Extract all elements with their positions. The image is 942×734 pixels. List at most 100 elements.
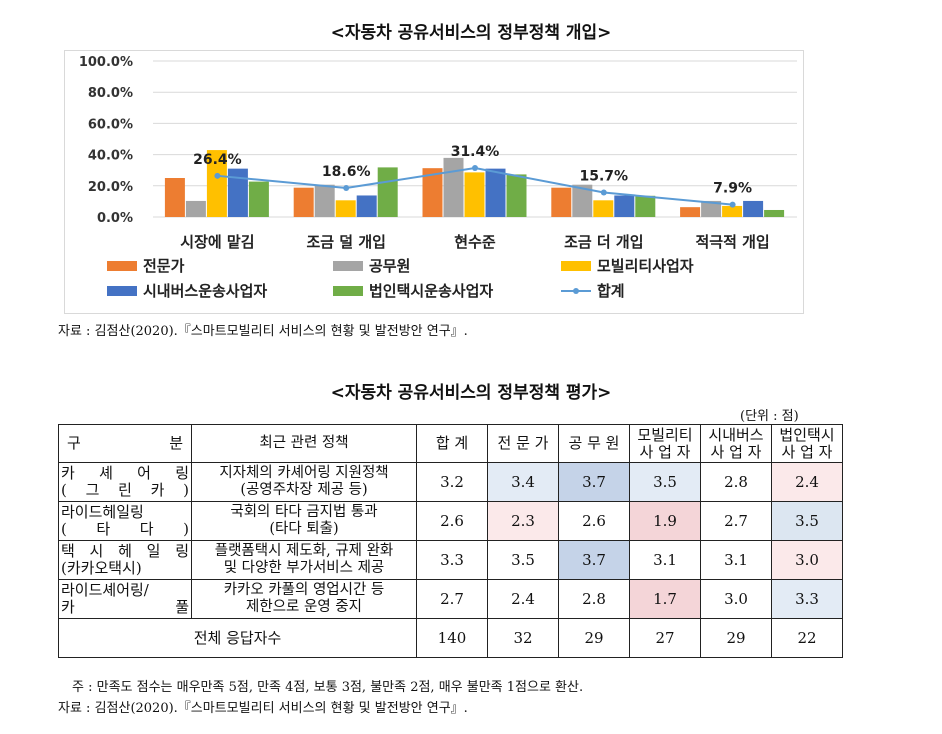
cell-bus: 2.7 xyxy=(700,501,772,541)
row-category: 라이드헤일링 ( 타 다 ) xyxy=(58,501,192,541)
row-category-line2: ( 그 린 카 ) xyxy=(61,481,189,499)
row-category-line2: (카카오택시) xyxy=(61,559,142,577)
y-tick-label: 20.0% xyxy=(88,180,133,195)
bar xyxy=(593,200,614,217)
table-row: 라이드셰어링/ 카 풀 카카오 카풀의 영업시간 등 제한으로 운영 중지 2.… xyxy=(58,579,843,619)
row-policy-line2: 제한으로 운영 중지 xyxy=(246,599,362,615)
bar xyxy=(206,150,227,217)
legend-swatch xyxy=(333,261,363,271)
bar xyxy=(701,200,722,217)
row-category-line1: 카 셰 어 링 xyxy=(61,464,189,482)
bar xyxy=(443,157,464,217)
line-point xyxy=(472,165,478,172)
header-bus-line2: 사 업 자 xyxy=(710,442,762,461)
legend-swatch xyxy=(333,286,363,296)
row-category-line1: 택 시 헤 일 링 xyxy=(61,542,189,560)
cell-bus: 29 xyxy=(700,618,772,658)
data-label: 26.4% xyxy=(193,152,242,168)
row-category-line2: 카 풀 xyxy=(61,598,189,616)
cell-bus: 3.1 xyxy=(700,540,772,580)
y-tick-label: 100.0% xyxy=(79,55,133,70)
x-tick-label: 시장에 맡김 xyxy=(180,233,254,251)
row-policy-line1: 국회의 타다 금지법 통과 xyxy=(230,504,378,520)
cell-mobility: 1.7 xyxy=(629,579,701,619)
cell-taxi: 2.4 xyxy=(771,462,843,502)
row-policy: 지자체의 카셰어링 지원정책 (공영주차장 제공 등) xyxy=(191,462,417,502)
row-category-line1: 라이드헤일링 xyxy=(61,503,144,521)
row-policy: 카카오 카풀의 영업시간 등 제한으로 운영 중지 xyxy=(191,579,417,619)
cell-mobility: 27 xyxy=(629,618,701,658)
cell-expert: 3.4 xyxy=(487,462,559,502)
header-expert: 전 문 가 xyxy=(487,424,559,463)
header-official: 공 무 원 xyxy=(558,424,630,463)
cell-total: 3.3 xyxy=(416,540,488,580)
line-point xyxy=(214,172,221,179)
cell-official: 29 xyxy=(558,618,630,658)
table-row: 카 셰 어 링 ( 그 린 카 ) 지자체의 카셰어링 지원정책 (공영주차장 … xyxy=(58,462,843,502)
row-policy: 플랫폼택시 제도화, 규제 완화 및 다양한 부가서비스 제공 xyxy=(191,540,417,580)
table-row: 택 시 헤 일 링 (카카오택시) 플랫폼택시 제도화, 규제 완화 및 다양한… xyxy=(58,540,843,580)
legend-label: 합계 xyxy=(597,282,625,300)
cell-mobility: 3.1 xyxy=(629,540,701,580)
bar xyxy=(422,168,443,217)
table-header-row: 구 분 최근 관련 정책 합 계 전 문 가 공 무 원 모빌리티 사 업 자 … xyxy=(58,424,843,463)
row-category: 라이드셰어링/ 카 풀 xyxy=(58,579,192,619)
bar xyxy=(293,187,314,217)
header-category: 구 분 xyxy=(58,424,192,463)
bar xyxy=(635,195,656,217)
row-category-line1: 라이드셰어링/ xyxy=(61,581,149,599)
legend-label: 전문가 xyxy=(143,257,185,275)
y-tick-label: 60.0% xyxy=(88,117,133,132)
data-label: 15.7% xyxy=(580,169,629,185)
table-note: 주 : 만족도 점수는 매우만족 5점, 만족 4점, 보통 3점, 불만족 2… xyxy=(72,680,584,695)
bar xyxy=(764,209,785,217)
header-taxi: 법인택시 사 업 자 xyxy=(771,424,843,463)
bar xyxy=(314,184,335,217)
evaluation-table: 구 분 최근 관련 정책 합 계 전 문 가 공 무 원 모빌리티 사 업 자 … xyxy=(58,424,843,658)
bar xyxy=(227,168,248,217)
row-policy-line1: 플랫폼택시 제도화, 규제 완화 xyxy=(214,543,394,559)
bar xyxy=(464,172,485,217)
table-row: 라이드헤일링 ( 타 다 ) 국회의 타다 금지법 통과 (타다 퇴출) 2.6… xyxy=(58,501,843,541)
legend-swatch xyxy=(107,286,137,296)
x-tick-label: 현수준 xyxy=(454,233,496,251)
cell-taxi: 3.5 xyxy=(771,501,843,541)
cell-official: 2.8 xyxy=(558,579,630,619)
cell-taxi: 3.0 xyxy=(771,540,843,580)
legend-label: 모빌리티사업자 xyxy=(597,257,694,275)
legend-swatch xyxy=(107,261,137,271)
line-point xyxy=(343,184,350,191)
legend-swatch xyxy=(561,261,591,271)
bar xyxy=(743,200,764,217)
bar xyxy=(185,200,206,217)
header-policy: 최근 관련 정책 xyxy=(191,424,417,463)
data-label: 18.6% xyxy=(322,164,371,180)
cell-total: 3.2 xyxy=(416,462,488,502)
bar xyxy=(551,187,572,217)
table-source: 자료 : 김점산(2020).『스마트모빌리티 서비스의 현황 및 발전방안 연… xyxy=(58,701,468,716)
cell-mobility: 1.9 xyxy=(629,501,701,541)
cell-official: 3.7 xyxy=(558,540,630,580)
x-tick-label: 조금 덜 개입 xyxy=(306,233,385,251)
chart-title: <자동차 공유서비스의 정부정책 개입> xyxy=(330,23,612,43)
total-respondents-label: 전체 응답자수 xyxy=(58,618,417,658)
data-label: 7.9% xyxy=(713,181,752,197)
chart-source: 자료 : 김점산(2020).『스마트모빌리티 서비스의 현황 및 발전방안 연… xyxy=(58,324,468,339)
bar xyxy=(335,200,356,217)
table-total-row: 전체 응답자수 140 32 29 27 29 22 xyxy=(58,618,843,658)
row-policy-line1: 지자체의 카셰어링 지원정책 xyxy=(219,465,389,481)
legend-label: 시내버스운송사업자 xyxy=(143,282,267,300)
line-point xyxy=(600,189,607,196)
bar xyxy=(572,184,593,217)
y-tick-label: 80.0% xyxy=(88,86,133,101)
row-policy: 국회의 타다 금지법 통과 (타다 퇴출) xyxy=(191,501,417,541)
bar xyxy=(248,181,269,217)
cell-total: 2.6 xyxy=(416,501,488,541)
header-mobility-line1: 모빌리티 xyxy=(637,425,693,444)
cell-expert: 32 xyxy=(487,618,559,658)
bar xyxy=(722,205,743,217)
bar xyxy=(614,195,635,217)
chart-area: 0.0% 20.0% 40.0% 60.0% 80.0% 100.0% 시장에 맡김 조금 덜… xyxy=(64,50,804,314)
bar xyxy=(485,168,506,217)
y-tick-label: 40.0% xyxy=(88,149,133,164)
